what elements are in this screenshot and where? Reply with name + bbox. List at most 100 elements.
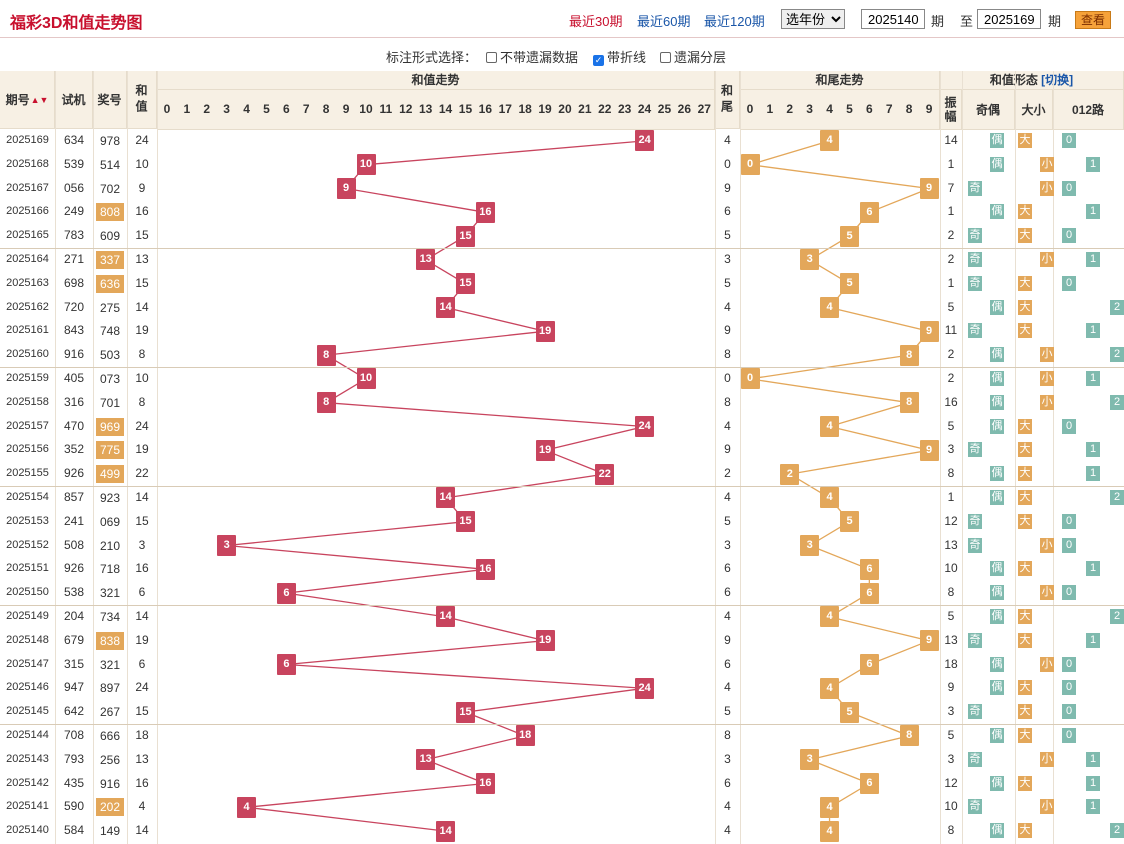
to-issue-input[interactable] xyxy=(977,9,1041,29)
tail-ball: 5 xyxy=(840,273,859,295)
odd-even-tag: 奇 xyxy=(968,442,982,458)
sum-value-cell: 14 xyxy=(135,609,149,623)
prize-number-cell: 718 xyxy=(99,562,121,577)
sum-ball: 4 xyxy=(237,796,257,818)
range-60-link[interactable]: 最近60期 xyxy=(637,14,691,29)
tail-value-cell: 6 xyxy=(724,204,731,219)
road-tag: 0 xyxy=(1062,275,1076,291)
tail-ball: 6 xyxy=(859,558,879,580)
big-small-tag: 大 xyxy=(1018,704,1032,720)
option-layer[interactable]: 遗漏分层 xyxy=(660,47,726,66)
sum-col-label: 1 xyxy=(183,102,191,116)
sum-trend-segment xyxy=(326,330,546,356)
sum-value-cell: 15 xyxy=(135,513,149,528)
amplitude-cell: 9 xyxy=(947,680,955,695)
sort-icon[interactable]: ▲▼ xyxy=(30,94,49,105)
tail-col-label: 4 xyxy=(826,102,833,116)
sum-ball: 13 xyxy=(416,749,436,771)
trial-number-cell: 241 xyxy=(63,513,85,528)
issue-cell: 2025150 xyxy=(6,586,49,599)
sum-col-label: 18 xyxy=(518,102,532,116)
big-small-tag: 小 xyxy=(1040,156,1054,172)
road-tag: 0 xyxy=(1062,656,1076,672)
big-small-tag: 小 xyxy=(1040,394,1054,410)
checkbox-checked-icon[interactable]: ✓ xyxy=(593,55,604,66)
checkbox-icon[interactable] xyxy=(486,52,497,63)
checkbox-icon[interactable] xyxy=(660,52,671,63)
odd-even-tag: 偶 xyxy=(990,728,1004,743)
switch-link[interactable]: [切换] xyxy=(1041,73,1074,87)
big-small-tag: 大 xyxy=(1018,418,1032,434)
query-button[interactable]: 查看 xyxy=(1075,11,1111,29)
sum-trend-segment xyxy=(345,187,486,213)
sum-value-cell: 19 xyxy=(135,632,149,647)
road-header: 012路 xyxy=(1053,90,1124,130)
tail-ball: 9 xyxy=(919,439,939,461)
trial-number-cell: 470 xyxy=(63,418,85,433)
range-30-link[interactable]: 最近30期 xyxy=(569,14,623,29)
form-header: 和值形态 [切换] xyxy=(940,71,1124,90)
option-with-line[interactable]: ✓ 带折线 xyxy=(593,47,646,66)
prize-number-cell: 149 xyxy=(99,824,121,839)
big-small-tag: 大 xyxy=(1018,632,1032,648)
option-label: 遗漏分层 xyxy=(674,50,727,65)
tail-ball: 6 xyxy=(859,654,879,675)
issue-cell: 2025163 xyxy=(6,276,49,289)
tail-value-cell: 4 xyxy=(724,680,731,695)
odd-even-tag: 偶 xyxy=(990,394,1004,410)
year-select[interactable]: 选年份 xyxy=(781,9,845,29)
tail-value-cell: 8 xyxy=(724,728,731,742)
amplitude-cell: 12 xyxy=(944,513,958,528)
tail-value-cell: 3 xyxy=(724,537,731,552)
sum-col-label: 9 xyxy=(342,102,350,116)
sum-value-cell: 8 xyxy=(138,347,146,362)
prize-number-cell: 734 xyxy=(99,610,121,624)
from-issue-input[interactable] xyxy=(861,9,925,29)
range-120-link[interactable]: 最近120期 xyxy=(704,14,765,29)
sum-value-cell: 19 xyxy=(135,442,149,457)
sum-col-label: 6 xyxy=(282,102,290,116)
tail-trend-segment xyxy=(829,616,930,642)
road-tag: 2 xyxy=(1110,490,1124,505)
amplitude-cell: 2 xyxy=(947,347,955,362)
issue-cell: 2025144 xyxy=(6,729,49,741)
sum-trend-segment xyxy=(425,759,486,785)
trial-number-cell: 843 xyxy=(63,323,85,338)
tail-ball: 4 xyxy=(820,796,840,818)
sum-trend-segment xyxy=(544,425,645,451)
sum-col-label: 26 xyxy=(677,102,692,116)
issue-cell: 2025162 xyxy=(6,300,49,313)
trial-number-cell: 793 xyxy=(63,751,85,766)
amplitude-cell: 2 xyxy=(947,371,955,385)
options-label: 标注形式选择： xyxy=(386,50,478,65)
sum-trend-header: 和值走势 xyxy=(157,71,715,90)
trial-number-cell: 926 xyxy=(63,466,85,481)
tail-value-cell: 3 xyxy=(724,252,731,266)
sum-col-label: 21 xyxy=(578,102,592,116)
tail-col-label: 8 xyxy=(905,102,913,116)
sum-trend-segment xyxy=(286,640,546,666)
tail-value-cell: 9 xyxy=(724,632,731,647)
tail-ball: 9 xyxy=(919,320,939,342)
road-tag: 1 xyxy=(1086,561,1100,577)
prize-number-cell: 337 xyxy=(96,251,124,269)
odd-even-tag: 奇 xyxy=(968,704,982,720)
odd-even-tag: 偶 xyxy=(990,823,1004,839)
group-divider xyxy=(0,486,1124,487)
trial-number-cell: 698 xyxy=(63,275,85,290)
road-tag: 0 xyxy=(1062,228,1076,244)
amplitude-cell: 10 xyxy=(944,561,958,576)
amplitude-cell: 3 xyxy=(947,704,955,719)
prize-number-cell: 267 xyxy=(99,705,121,720)
issue-header[interactable]: 期号 ▲▼ xyxy=(0,71,55,129)
big-small-tag: 大 xyxy=(1018,775,1032,791)
issue-cell: 2025148 xyxy=(6,633,49,646)
road-tag: 0 xyxy=(1062,180,1076,196)
prize-number-cell: 321 xyxy=(99,586,121,601)
option-no-omit[interactable]: 不带遗漏数据 xyxy=(486,47,578,66)
odd-even-tag: 奇 xyxy=(968,180,982,196)
sum-col-label: 23 xyxy=(617,102,632,116)
issue-cell: 2025141 xyxy=(6,800,49,813)
group-divider xyxy=(0,248,1124,249)
tail-trend-segment xyxy=(829,306,930,332)
